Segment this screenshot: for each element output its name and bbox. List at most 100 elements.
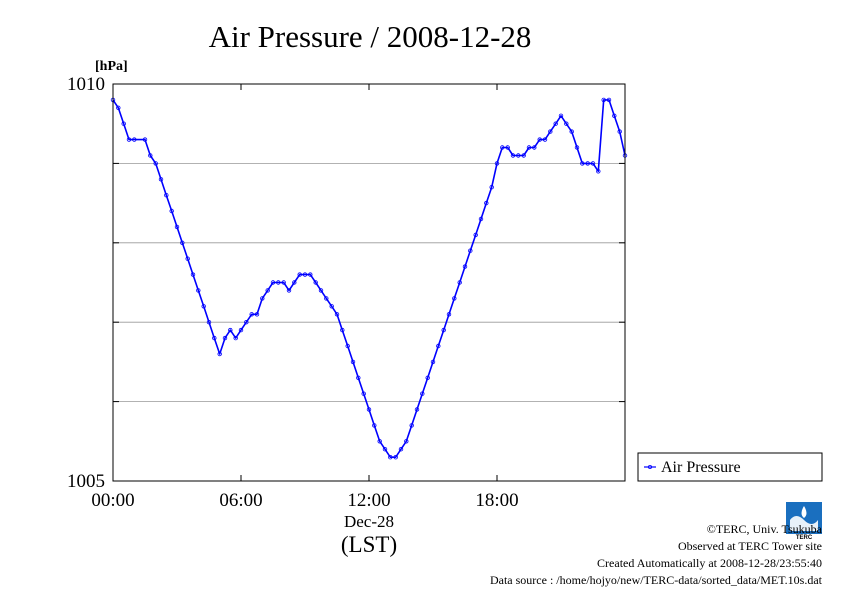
data-point [185, 256, 190, 261]
data-point [484, 200, 489, 206]
data-point [121, 121, 126, 126]
series-line [112, 99, 626, 459]
legend: Air Pressure [637, 452, 823, 482]
data-point [420, 391, 425, 396]
data-point [462, 264, 468, 269]
data-point [132, 137, 137, 142]
data-point [585, 161, 590, 166]
data-point [553, 121, 558, 126]
data-point [254, 312, 260, 317]
data-point [404, 439, 409, 444]
data-point [500, 145, 505, 150]
y-unit-label: [hPa] [95, 59, 128, 74]
data-point [574, 145, 580, 150]
data-point [329, 304, 334, 309]
data-point [180, 240, 185, 245]
data-point [542, 137, 548, 142]
data-point [590, 161, 596, 166]
data-point [430, 359, 436, 365]
legend-label: Air Pressure [661, 459, 741, 476]
y-tick-label: 1005 [67, 471, 105, 492]
x-tick-label: 06:00 [219, 490, 262, 511]
data-point [516, 153, 521, 158]
data-point [366, 407, 372, 412]
data-point [196, 288, 201, 293]
data-point [324, 296, 329, 301]
data-point [286, 288, 292, 293]
data-point [169, 208, 174, 214]
data-point [505, 145, 510, 150]
data-point [345, 343, 350, 349]
data-point [233, 335, 238, 341]
data-point [126, 137, 132, 142]
data-point [148, 153, 153, 158]
data-point [558, 113, 564, 118]
observed-text: Observed at TERC Tower site [678, 539, 822, 553]
data-point [425, 375, 430, 380]
x-tick-label: 12:00 [347, 490, 390, 511]
data-point [265, 288, 270, 293]
data-point [350, 359, 356, 365]
data-point [382, 447, 388, 452]
data-point [361, 391, 366, 396]
data-point [612, 113, 617, 118]
copyright-text: ©TERC, Univ. Tsukuba [707, 522, 823, 536]
data-point [334, 312, 340, 317]
data-point [473, 232, 478, 238]
data-point [308, 272, 313, 277]
data-point [356, 375, 361, 380]
x-tick-label: 18:00 [475, 490, 518, 511]
data-point [174, 224, 180, 230]
data-point [580, 161, 585, 166]
data-point [116, 105, 121, 110]
data-point [377, 439, 382, 444]
data-point [190, 272, 196, 277]
data-point [409, 423, 414, 428]
legend-marker [648, 464, 653, 469]
series-air-pressure [110, 97, 628, 460]
data-point [201, 304, 206, 309]
x-date-label: Dec-28 [344, 512, 394, 531]
data-point [548, 129, 553, 134]
data-point [217, 351, 222, 357]
data-point [297, 272, 302, 277]
data-point [398, 447, 404, 452]
data-point [244, 320, 249, 325]
data-point [452, 296, 457, 301]
data-point [313, 280, 318, 285]
data-point [414, 407, 420, 412]
x-axis-ticks: 00:00 06:00 12:00 18:00 [91, 84, 519, 511]
data-point [393, 455, 398, 460]
data-point [302, 272, 308, 277]
chart-title: Air Pressure / 2008-12-28 [209, 19, 532, 54]
data-point [468, 248, 473, 253]
created-text: Created Automatically at 2008-12-28/23:5… [597, 556, 822, 570]
data-point [537, 137, 542, 142]
data-point [526, 145, 532, 150]
data-point [212, 335, 217, 341]
data-source-text: Data source : /home/hojyo/new/TERC-data/… [490, 573, 823, 587]
logo-wave [790, 516, 818, 531]
data-point [281, 280, 286, 285]
data-point [606, 97, 612, 103]
data-point [446, 312, 452, 317]
data-point [238, 327, 244, 333]
data-point [292, 280, 297, 285]
data-point [270, 280, 276, 285]
data-point [564, 121, 569, 126]
data-point [206, 320, 212, 325]
data-point [436, 343, 441, 349]
data-point [153, 161, 158, 166]
data-point [596, 169, 601, 174]
data-point [489, 184, 494, 190]
data-point [457, 280, 462, 285]
data-point [441, 327, 446, 333]
data-point [142, 137, 148, 142]
data-point [601, 97, 606, 103]
data-point [164, 192, 169, 198]
data-point [260, 296, 265, 301]
logo-drop [801, 506, 807, 518]
data-point [249, 312, 254, 317]
data-point [372, 423, 377, 428]
